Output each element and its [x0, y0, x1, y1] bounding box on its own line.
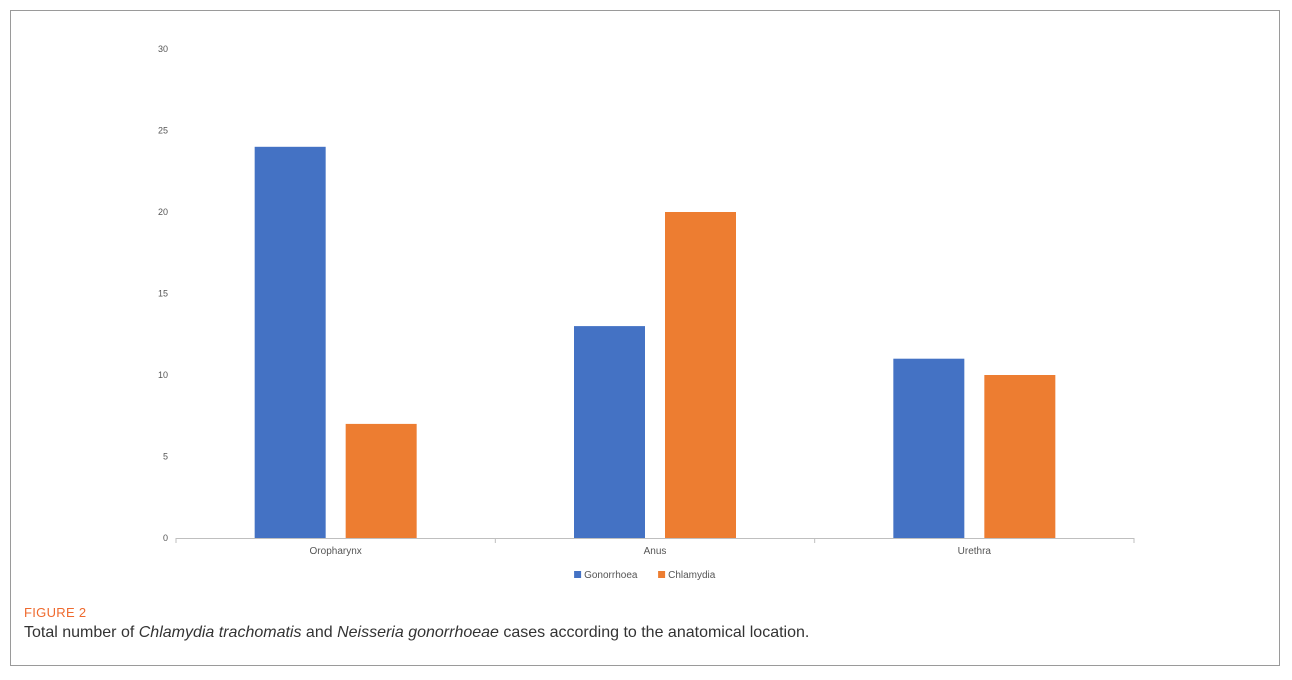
y-tick-label: 30	[158, 44, 168, 54]
legend-label: Chlamydia	[668, 570, 716, 581]
x-axis-dividers	[175, 538, 1135, 543]
y-tick-label: 0	[163, 533, 168, 543]
y-tick-label: 20	[158, 207, 168, 217]
caption-part: cases according to the anatomical locati…	[498, 624, 810, 641]
legend: Gonorrhoea Chlamydia	[574, 570, 716, 581]
legend-swatch	[574, 571, 582, 578]
caption-species-neisseria: Neisseria gonorrhoeae	[337, 624, 499, 641]
bar-gonorrhoea-oropharynx	[254, 146, 326, 539]
caption-species-chlamydia: Chlamydia trachomatis	[138, 624, 302, 641]
legend-label: Gonorrhoea	[584, 570, 638, 581]
legend-swatch	[658, 571, 666, 578]
bar-chlamydia-anus	[665, 212, 736, 538]
caption-part: Total number of	[24, 624, 139, 641]
y-tick-label: 5	[163, 452, 168, 462]
x-category-label: Oropharynx	[310, 546, 362, 557]
figure-caption: FIGURE 2 Total number of Chlamydia trach…	[24, 604, 1254, 644]
bar-gonorrhoea-urethra	[893, 358, 965, 538]
y-tick-label: 10	[158, 370, 168, 380]
bar-chlamydia-oropharynx	[345, 423, 417, 538]
caption-text: Total number of Chlamydia trachomatis an…	[24, 622, 1254, 644]
bar-chart: 0 5 10 15 20 25 30 Oropharynx Anus Urethra Gonor…	[158, 44, 1135, 581]
y-tick-label: 25	[158, 126, 168, 136]
caption-part: and	[301, 624, 338, 641]
bars	[254, 146, 1056, 539]
y-tick-label: 15	[158, 289, 168, 299]
bar-chlamydia-urethra	[984, 375, 1056, 538]
y-axis-ticks: 0 5 10 15 20 25 30	[158, 44, 168, 543]
bar-gonorrhoea-anus	[574, 326, 645, 538]
x-category-label: Urethra	[958, 546, 992, 557]
x-axis-labels: Oropharynx Anus Urethra	[310, 546, 992, 557]
figure-label: FIGURE 2	[24, 605, 87, 620]
x-category-label: Anus	[644, 546, 667, 557]
